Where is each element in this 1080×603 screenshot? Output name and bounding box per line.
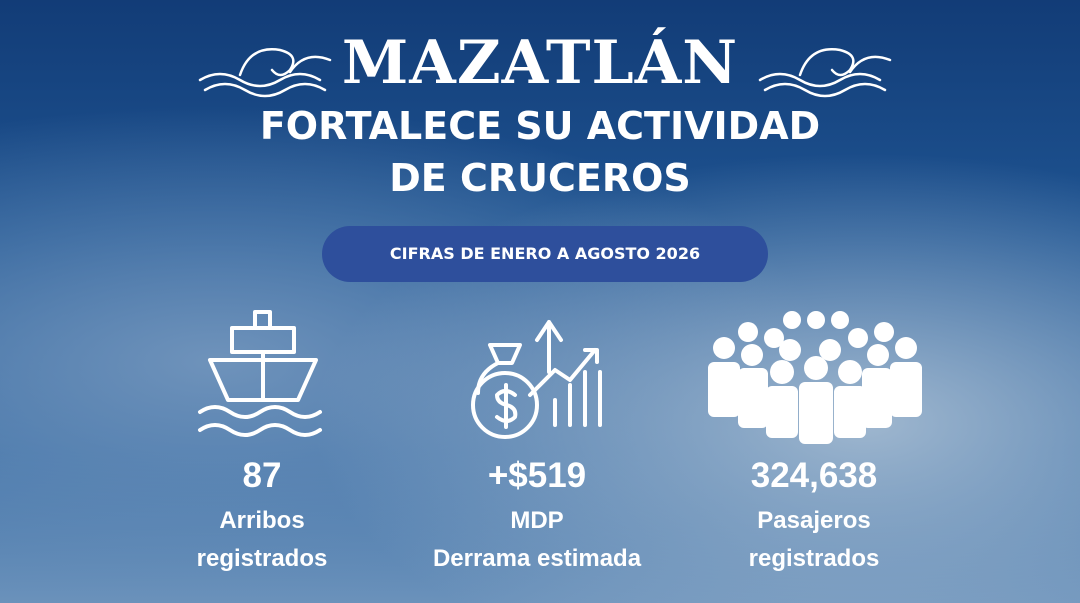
date-badge: CIFRAS DE ENERO A AGOSTO 2026 — [322, 226, 768, 282]
stat-label: MDP — [510, 507, 564, 534]
stat-value: 87 — [242, 456, 282, 495]
ship-icon — [198, 310, 322, 437]
wave-ornament-right — [758, 48, 892, 98]
subtitle: DE CRUCEROS — [389, 156, 691, 200]
stat-value: +$519 — [487, 456, 587, 495]
stat-label: registrados — [748, 545, 880, 572]
stat-label: Derrama estimada — [432, 545, 642, 572]
stat: 87 Arribos registrados — [112, 456, 412, 578]
stat: +$519 MDP Derrama estimada — [387, 456, 687, 578]
stat-label: Arribos — [219, 507, 305, 534]
stat-value: 324,638 — [750, 456, 878, 495]
wave-ornament-left — [198, 48, 332, 98]
stat: 324,638 Pasajeros registrados — [664, 456, 964, 578]
money-icon — [471, 320, 602, 439]
stat-label: registrados — [196, 545, 328, 572]
subtitle: FORTALECE SU ACTIVIDAD — [259, 104, 821, 148]
people-icon — [708, 311, 922, 444]
title: MAZATLÁN — [341, 28, 739, 98]
stat-label: Pasajeros — [757, 507, 871, 534]
